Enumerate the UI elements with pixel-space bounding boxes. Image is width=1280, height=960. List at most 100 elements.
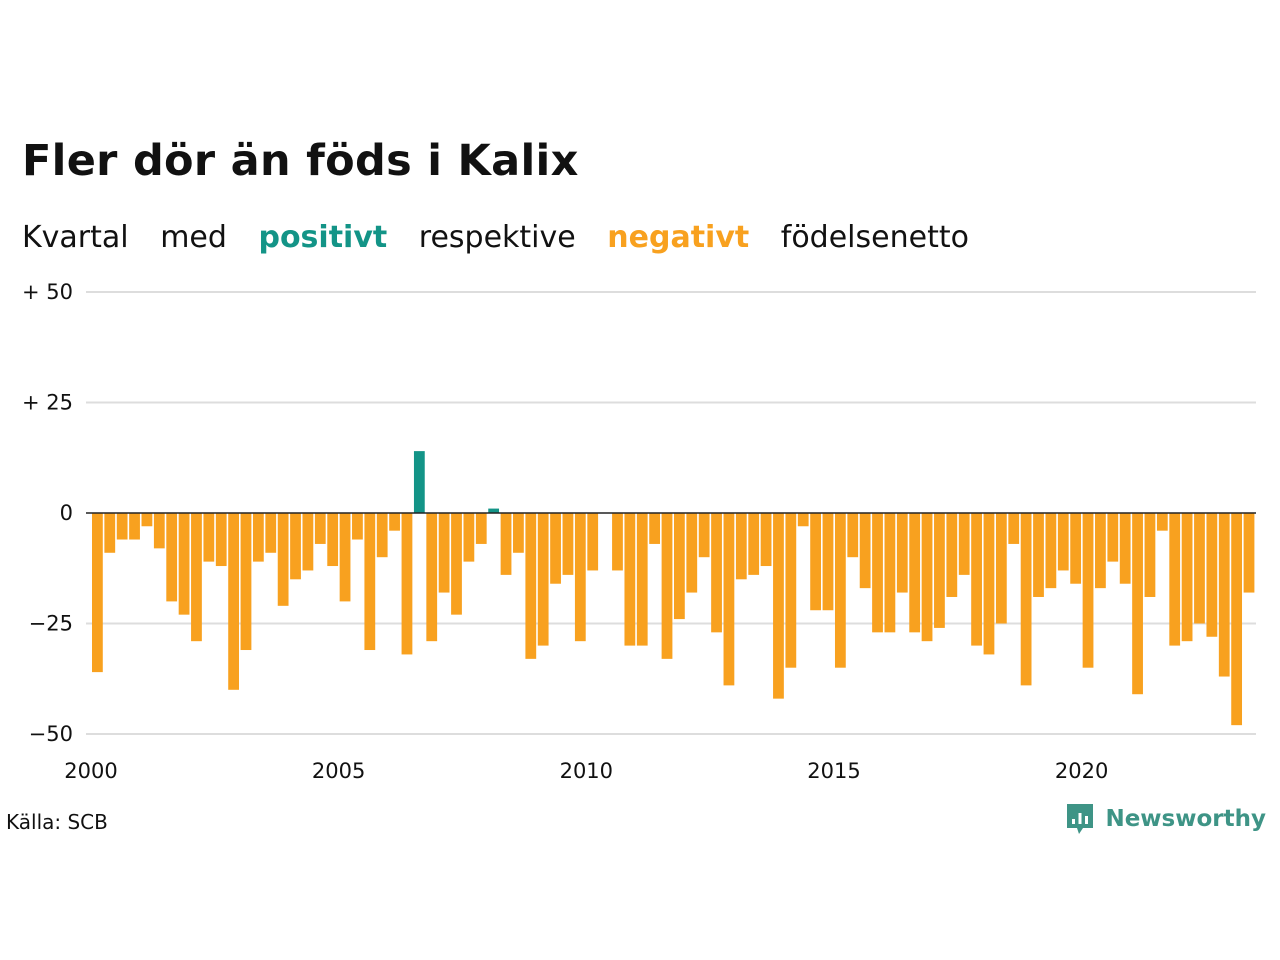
subtitle-positive-word: positivt	[258, 220, 388, 255]
y-tick-label: −50	[29, 722, 73, 746]
bar-negative	[401, 513, 413, 655]
bar-negative	[1194, 513, 1205, 624]
bar-negative	[463, 513, 475, 562]
chart-subtitle: Kvartal med positivt respektive negativt…	[22, 216, 991, 260]
bar-negative	[934, 513, 945, 628]
y-tick-label: 0	[60, 501, 73, 525]
bar-negative	[290, 513, 301, 580]
bar-negative	[191, 513, 202, 642]
bar-negative	[1169, 513, 1181, 646]
bar-negative	[116, 513, 128, 540]
bar-negative	[513, 513, 524, 553]
bar-negative	[265, 513, 277, 553]
bar-negative	[240, 513, 252, 651]
bar-negative	[686, 513, 698, 593]
bar-negative	[203, 513, 215, 562]
bar-negative	[1156, 513, 1168, 531]
bar-negative	[735, 513, 747, 580]
bar-negative	[674, 513, 685, 620]
bar-negative	[797, 513, 809, 527]
y-tick-label: −25	[29, 612, 73, 636]
bar-negative	[327, 513, 339, 567]
bar-negative	[958, 513, 970, 575]
bar-chart: + 50 + 25 0 −25 −50 2000 2005 2010 2015 2020	[22, 280, 1256, 783]
newsworthy-logo-icon	[1067, 804, 1094, 834]
brand-logo: Newsworthy	[1065, 802, 1266, 836]
bar-negative	[1243, 513, 1255, 593]
bar-positive	[488, 508, 500, 513]
bar-negative	[859, 513, 871, 589]
bar-negative	[723, 513, 735, 686]
bar-negative	[1218, 513, 1230, 677]
x-tick-label: 2005	[312, 759, 365, 783]
bar-negative	[810, 513, 821, 611]
bar-negative	[178, 513, 190, 615]
bar-negative	[1119, 513, 1131, 584]
bar-negative	[475, 513, 487, 544]
bar-negative	[698, 513, 710, 558]
bar-negative	[166, 513, 178, 602]
bar-negative	[574, 513, 586, 642]
bar-negative	[525, 513, 537, 659]
bar-negative	[1045, 513, 1057, 589]
bar-negative	[971, 513, 982, 646]
bar-negative	[983, 513, 995, 655]
bar-negative	[352, 513, 363, 540]
subtitle-word: Kvartal	[22, 220, 129, 255]
bar-negative	[785, 513, 797, 668]
bar-negative	[537, 513, 549, 646]
bar-negative	[302, 513, 314, 571]
bar-negative	[748, 513, 760, 575]
bar-negative	[921, 513, 933, 642]
bar-negative	[587, 513, 599, 571]
bar-negative	[92, 513, 103, 673]
bar-negative	[773, 513, 784, 699]
bar-negative	[215, 513, 227, 567]
bar-negative	[129, 513, 140, 540]
bar-negative	[252, 513, 264, 562]
bar-negative	[426, 513, 438, 642]
bar-negative	[760, 513, 772, 567]
chart-title: Fler dör än föds i Kalix	[22, 136, 579, 186]
bar-negative	[995, 513, 1007, 624]
bar-negative	[562, 513, 574, 575]
bar-negative	[847, 513, 859, 558]
bar-negative	[339, 513, 351, 602]
x-tick-label: 2015	[807, 759, 860, 783]
x-tick-label: 2020	[1055, 759, 1108, 783]
bar-negative	[228, 513, 239, 690]
subtitle-word: respektive	[418, 220, 576, 255]
bar-negative	[909, 513, 921, 633]
bar-negative	[277, 513, 289, 606]
bar-negative	[1107, 513, 1119, 562]
bar-negative	[550, 513, 561, 584]
y-tick-label: + 25	[22, 391, 73, 415]
bar-negative	[1206, 513, 1218, 637]
bar-negative	[1020, 513, 1032, 686]
bar-negative	[500, 513, 512, 575]
bar-negative	[636, 513, 648, 646]
subtitle-word: med	[160, 220, 227, 255]
bar-negative	[1095, 513, 1106, 589]
bar-negative	[153, 513, 165, 549]
bar-negative	[884, 513, 896, 633]
bar-negative	[1033, 513, 1044, 597]
bar-negative	[451, 513, 462, 615]
y-tick-label: + 50	[22, 280, 73, 304]
bar-negative	[314, 513, 326, 544]
bar-negative	[1008, 513, 1020, 544]
bar-negative	[649, 513, 661, 544]
brand-name: Newsworthy	[1105, 806, 1266, 832]
bar-negative	[822, 513, 834, 611]
bar-negative	[624, 513, 636, 646]
bar-negative	[711, 513, 722, 633]
bar-negative	[834, 513, 846, 668]
subtitle-word: födelsenetto	[780, 220, 969, 255]
x-tick-label: 2000	[64, 759, 117, 783]
x-tick-label: 2010	[560, 759, 613, 783]
bar-negative	[376, 513, 388, 558]
bar-negative	[1057, 513, 1069, 571]
bar-negative	[1070, 513, 1082, 584]
bar-negative	[612, 513, 623, 571]
bar-positive	[413, 451, 425, 513]
